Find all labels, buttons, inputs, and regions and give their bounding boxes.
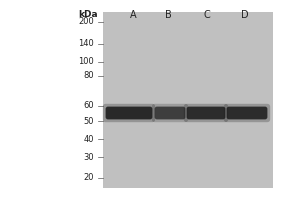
Text: 200: 200 <box>78 18 94 26</box>
FancyBboxPatch shape <box>224 104 270 122</box>
Text: B: B <box>165 10 171 20</box>
Text: kDa: kDa <box>78 10 98 19</box>
FancyBboxPatch shape <box>152 104 188 122</box>
FancyBboxPatch shape <box>154 107 185 119</box>
Text: C: C <box>204 10 210 20</box>
Text: 140: 140 <box>78 40 94 48</box>
FancyBboxPatch shape <box>184 104 228 122</box>
Text: 100: 100 <box>78 58 94 66</box>
FancyBboxPatch shape <box>187 107 225 119</box>
Text: 60: 60 <box>83 102 94 110</box>
Text: 30: 30 <box>83 152 94 162</box>
Text: 80: 80 <box>83 72 94 80</box>
Text: D: D <box>241 10 249 20</box>
FancyBboxPatch shape <box>103 104 155 122</box>
FancyBboxPatch shape <box>226 107 267 119</box>
Text: 40: 40 <box>83 134 94 144</box>
Text: A: A <box>130 10 136 20</box>
Text: 20: 20 <box>83 173 94 182</box>
FancyBboxPatch shape <box>106 107 152 119</box>
Text: 50: 50 <box>83 116 94 126</box>
Bar <box>103 12 273 188</box>
